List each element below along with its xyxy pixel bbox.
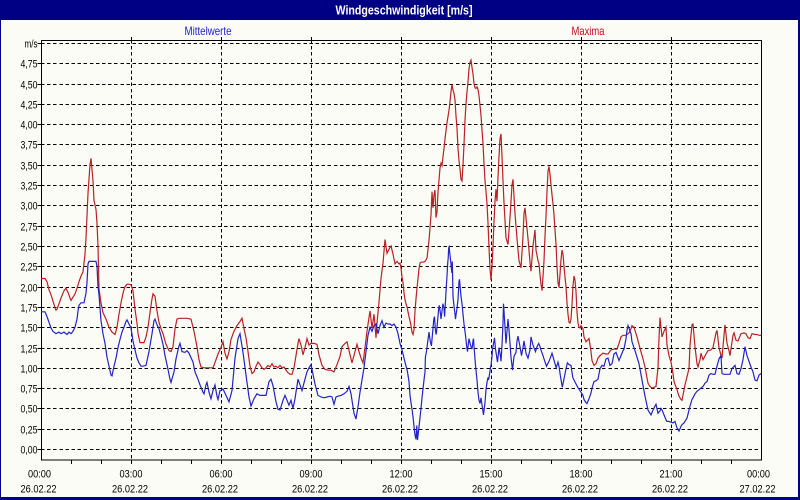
svg-text:2,50: 2,50 <box>21 241 38 253</box>
svg-text:2,00: 2,00 <box>21 282 38 294</box>
svg-text:1,00: 1,00 <box>21 363 38 375</box>
svg-text:m/s: m/s <box>25 38 38 50</box>
svg-text:3,00: 3,00 <box>21 200 38 212</box>
svg-text:26.02.22: 26.02.22 <box>292 484 328 496</box>
svg-text:26.02.22: 26.02.22 <box>472 484 508 496</box>
svg-text:26.02.22: 26.02.22 <box>652 484 688 496</box>
svg-text:3,50: 3,50 <box>21 160 38 172</box>
svg-text:2,25: 2,25 <box>21 261 38 273</box>
svg-text:21:00: 21:00 <box>660 469 683 481</box>
svg-text:Mittelwerte: Mittelwerte <box>185 24 232 38</box>
svg-text:18:00: 18:00 <box>570 469 593 481</box>
svg-text:12:00: 12:00 <box>390 469 413 481</box>
svg-text:0,00: 0,00 <box>21 444 38 456</box>
svg-text:Maxima: Maxima <box>572 24 605 38</box>
svg-text:4,75: 4,75 <box>21 58 38 70</box>
svg-text:26.02.22: 26.02.22 <box>21 484 57 496</box>
svg-text:0,50: 0,50 <box>21 403 38 415</box>
svg-text:00:00: 00:00 <box>747 469 770 481</box>
svg-text:4,50: 4,50 <box>21 79 38 91</box>
svg-text:26.02.22: 26.02.22 <box>112 484 148 496</box>
svg-text:26.02.22: 26.02.22 <box>382 484 418 496</box>
svg-text:1,75: 1,75 <box>21 302 38 314</box>
svg-text:03:00: 03:00 <box>120 469 143 481</box>
svg-text:3,25: 3,25 <box>21 180 38 192</box>
svg-text:15:00: 15:00 <box>480 469 503 481</box>
svg-text:2,75: 2,75 <box>21 221 38 233</box>
svg-text:00:00: 00:00 <box>28 469 51 481</box>
svg-text:27.02.22: 27.02.22 <box>740 484 776 496</box>
svg-text:26.02.22: 26.02.22 <box>202 484 238 496</box>
svg-text:0,75: 0,75 <box>21 383 38 395</box>
svg-text:1,50: 1,50 <box>21 322 38 334</box>
svg-text:26.02.22: 26.02.22 <box>562 484 598 496</box>
svg-text:1,25: 1,25 <box>21 343 38 355</box>
svg-text:Windgeschwindigkeit [m/s]: Windgeschwindigkeit [m/s] <box>336 3 473 18</box>
svg-text:09:00: 09:00 <box>300 469 323 481</box>
svg-text:4,25: 4,25 <box>21 99 38 111</box>
svg-text:0,25: 0,25 <box>21 424 38 436</box>
svg-text:4,00: 4,00 <box>21 119 38 131</box>
svg-text:06:00: 06:00 <box>210 469 233 481</box>
svg-text:3,75: 3,75 <box>21 139 38 151</box>
